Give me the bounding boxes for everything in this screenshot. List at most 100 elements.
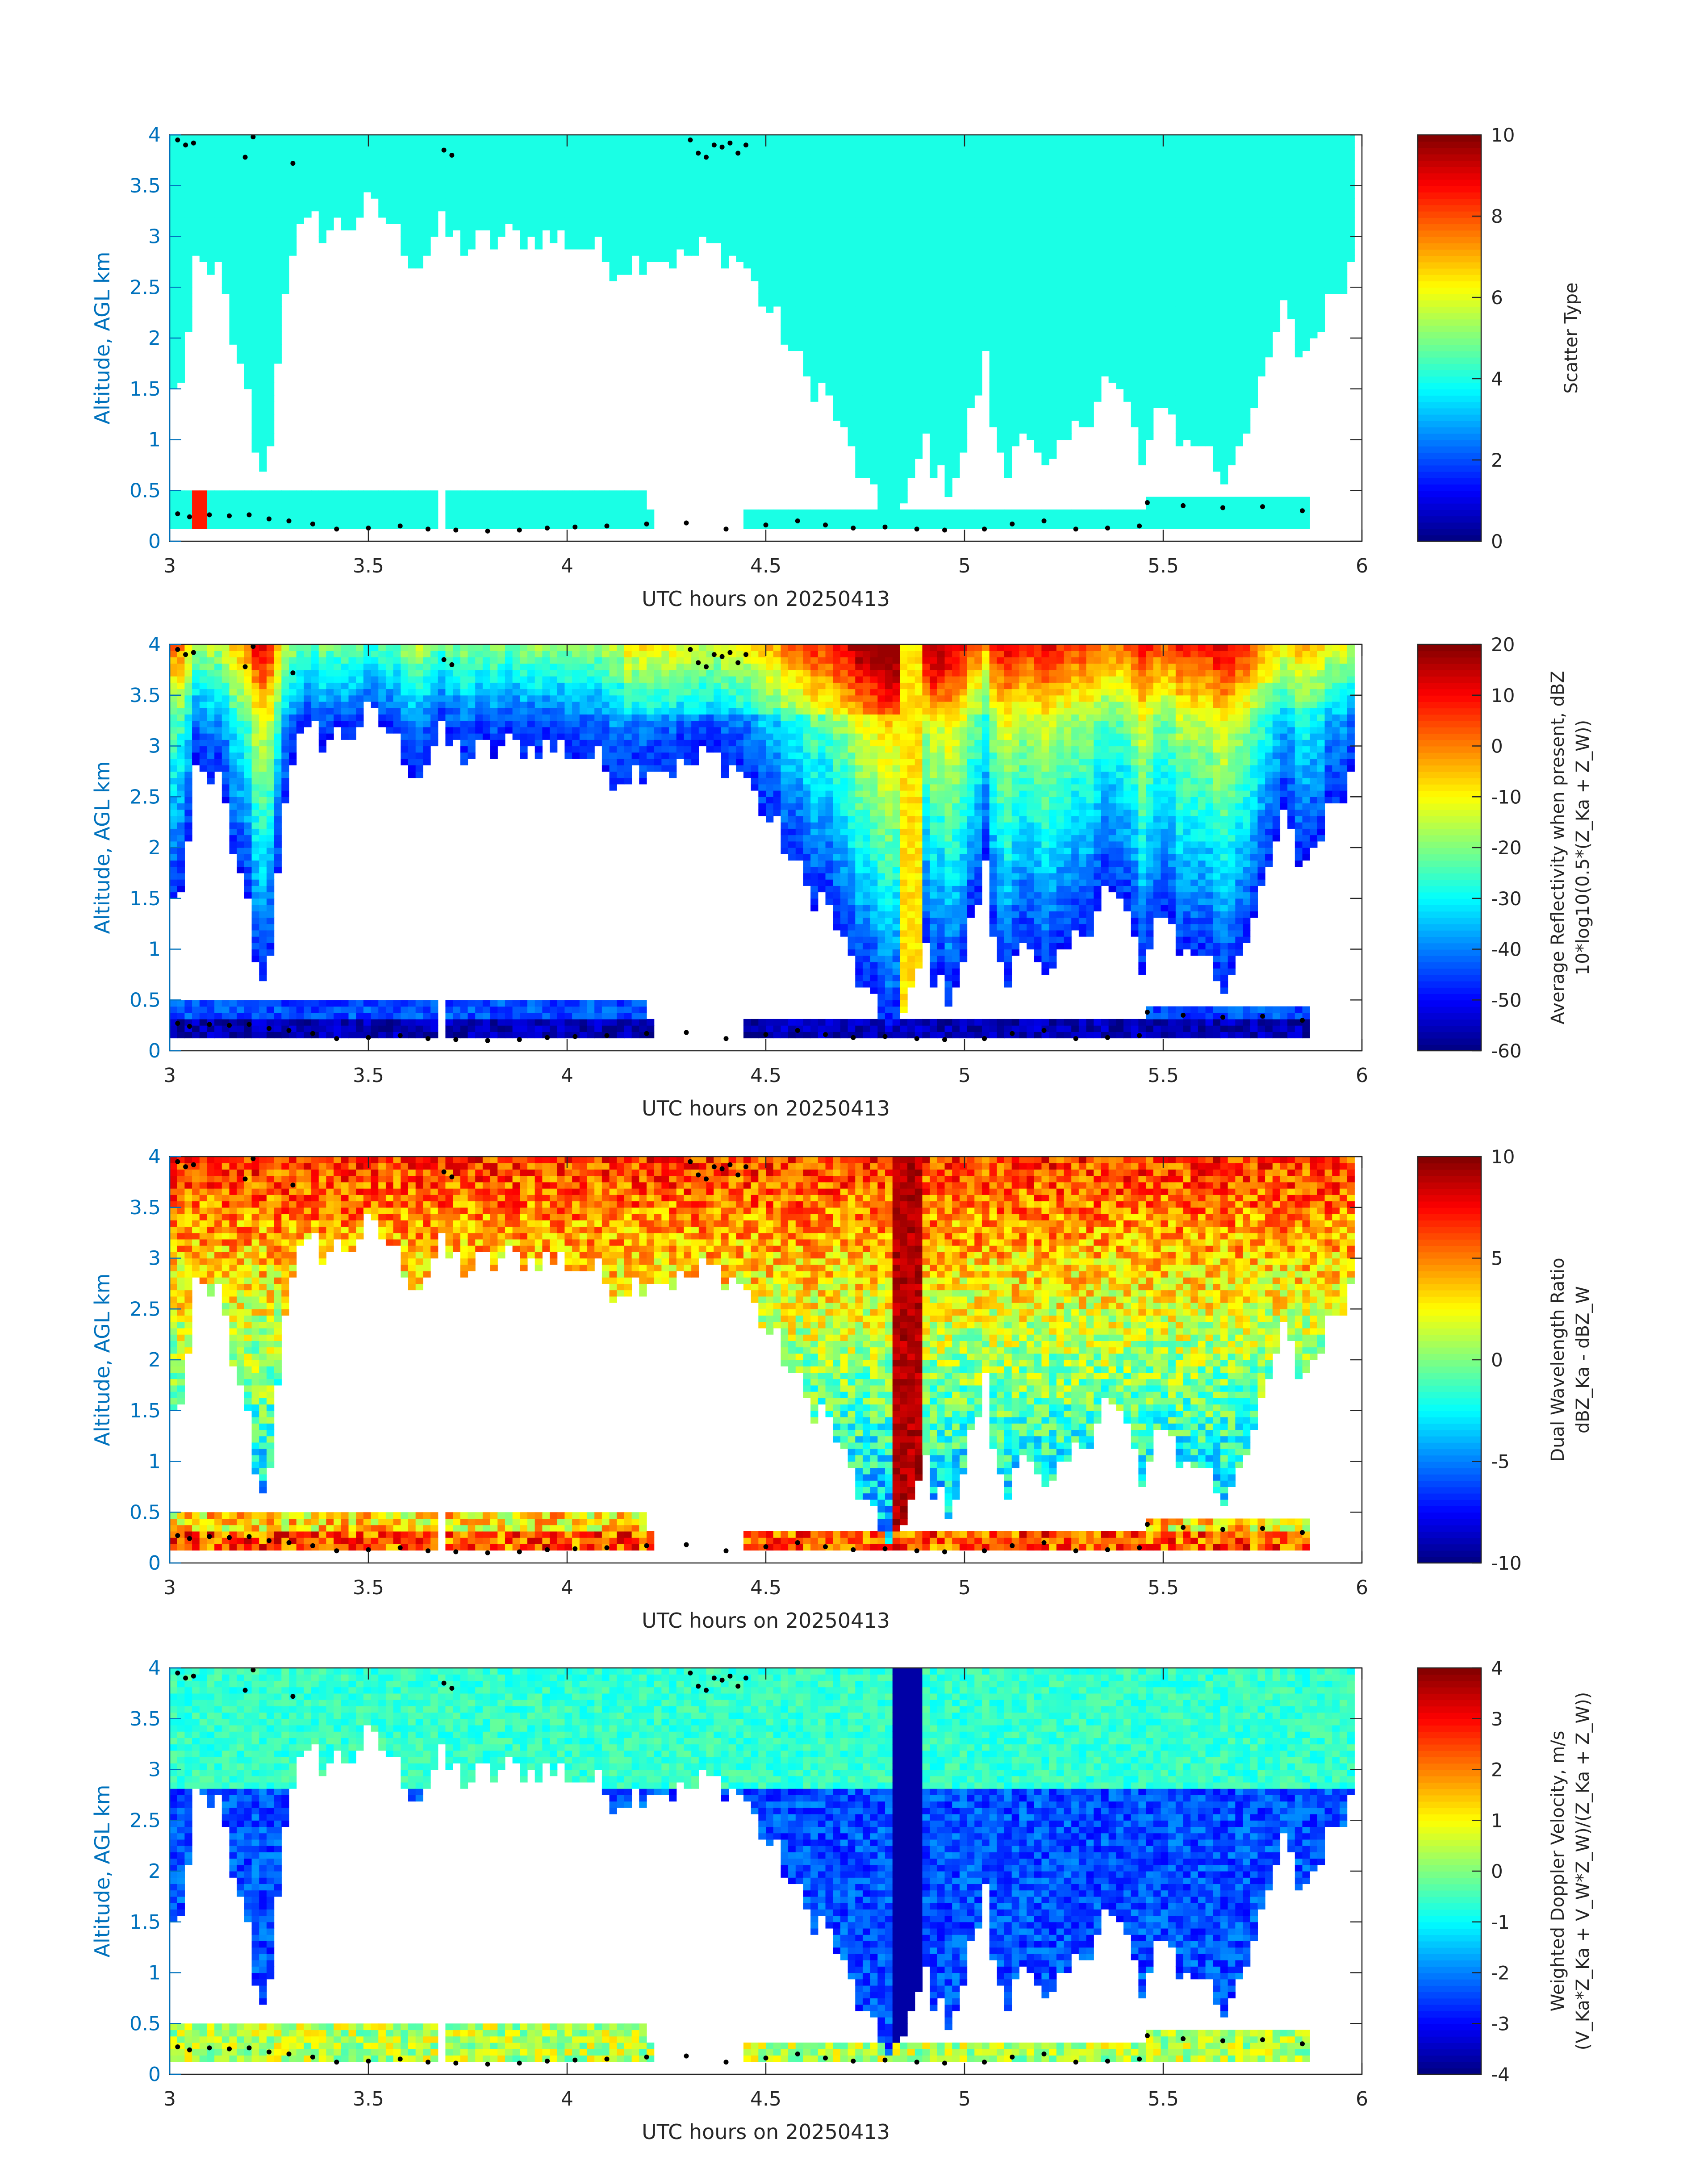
heatmap-cell — [1168, 147, 1176, 155]
heatmap-cell — [535, 242, 543, 250]
heatmap-cell — [1034, 357, 1042, 364]
heatmap-cell — [870, 331, 878, 338]
heatmap-cell — [557, 497, 565, 504]
heatmap-cell — [1101, 300, 1109, 307]
heatmap-cell — [1190, 408, 1199, 415]
heatmap-cell — [1034, 382, 1042, 389]
heatmap-cell — [274, 205, 282, 212]
heatmap-cell — [885, 147, 893, 155]
heatmap-cell — [490, 205, 498, 212]
heatmap-cell — [1198, 198, 1206, 205]
heatmap-cell — [1086, 331, 1094, 338]
heatmap-cell — [959, 408, 968, 415]
heatmap-cell — [1034, 344, 1042, 351]
heatmap-cell — [1056, 167, 1065, 173]
heatmap-cell — [862, 325, 871, 332]
heatmap-cell — [639, 497, 647, 504]
heatmap-cell — [318, 185, 327, 192]
heatmap-cell — [1198, 154, 1206, 161]
heatmap-cell — [430, 160, 438, 167]
heatmap-cell — [944, 338, 952, 345]
heatmap-cell — [773, 242, 781, 250]
heatmap-cell — [415, 160, 423, 167]
heatmap-cell — [237, 503, 245, 510]
heatmap-cell — [974, 185, 982, 192]
heatmap-cell — [661, 211, 669, 218]
heatmap-cell — [624, 211, 632, 218]
heatmap-cell — [1183, 249, 1191, 256]
heatmap-cell — [1086, 351, 1094, 358]
heatmap-cell — [848, 274, 856, 281]
heatmap-cell — [579, 198, 588, 205]
heatmap-cell — [1041, 167, 1049, 173]
heatmap-cell — [177, 281, 185, 288]
heatmap-cell — [892, 427, 900, 434]
heatmap-cell — [1153, 306, 1161, 313]
heatmap-cell — [997, 224, 1005, 230]
heatmap-cell — [1183, 351, 1191, 358]
heatmap-cell — [214, 497, 222, 504]
heatmap-cell — [639, 224, 647, 230]
heatmap-cell — [1198, 205, 1206, 212]
heatmap-cell — [997, 382, 1005, 389]
heatmap-cell — [1123, 319, 1132, 326]
heatmap-cell — [1071, 154, 1079, 161]
heatmap-cell — [572, 185, 580, 192]
heatmap-cell — [192, 490, 200, 497]
heatmap-cell — [803, 281, 811, 288]
heatmap-cell — [229, 293, 237, 301]
heatmap-cell — [907, 179, 915, 186]
heatmap-cell — [1034, 522, 1042, 529]
heatmap-cell — [900, 439, 908, 447]
heatmap-cell — [1146, 154, 1154, 161]
heatmap-cell — [877, 173, 885, 180]
heatmap-cell — [1064, 427, 1072, 434]
heatmap-cell — [833, 376, 841, 383]
heatmap-cell — [676, 167, 685, 173]
heatmap-cell — [840, 262, 848, 269]
heatmap-cell — [497, 503, 505, 510]
heatmap-cell — [192, 509, 200, 516]
heatmap-cell — [1034, 205, 1042, 212]
heatmap-cell — [237, 135, 245, 142]
heatmap-cell — [1116, 281, 1124, 288]
heatmap-cell — [1190, 224, 1199, 230]
heatmap-cell — [468, 236, 476, 243]
heatmap-cell — [326, 224, 334, 230]
heatmap-cell — [371, 490, 379, 497]
heatmap-cell — [542, 490, 550, 497]
heatmap-cell — [714, 185, 722, 192]
heatmap-cell — [221, 281, 230, 288]
heatmap-cell — [1123, 363, 1132, 370]
heatmap-cell — [810, 230, 819, 237]
heatmap-cell — [1004, 433, 1012, 440]
heatmap-cell — [714, 147, 722, 155]
heatmap-cell — [564, 192, 572, 199]
heatmap-cell — [870, 154, 878, 161]
heatmap-cell — [1168, 141, 1176, 148]
heatmap-cell — [959, 224, 968, 230]
heatmap-cell — [304, 198, 312, 205]
heatmap-cell — [989, 408, 997, 415]
heatmap-cell — [1011, 160, 1019, 167]
heatmap-cell — [1190, 293, 1199, 301]
heatmap-cell — [691, 160, 699, 167]
heatmap-cell — [1168, 173, 1176, 180]
heatmap-cell — [505, 205, 513, 212]
heatmap-cell — [1153, 370, 1161, 376]
heatmap-cell — [825, 306, 833, 313]
heatmap-cell — [840, 319, 848, 326]
heatmap-cell — [1019, 382, 1027, 389]
heatmap-cell — [997, 420, 1005, 427]
heatmap-cell — [907, 357, 915, 364]
heatmap-cell — [1131, 179, 1139, 186]
heatmap-cell — [915, 236, 923, 243]
heatmap-cell — [989, 135, 997, 142]
heatmap-cell — [1205, 408, 1213, 415]
heatmap-cell — [661, 147, 669, 155]
heatmap-cell — [266, 401, 275, 409]
heatmap-cell — [840, 351, 848, 358]
heatmap-cell — [296, 135, 304, 142]
heatmap-cell — [1168, 262, 1176, 269]
heatmap-cell — [341, 490, 349, 497]
